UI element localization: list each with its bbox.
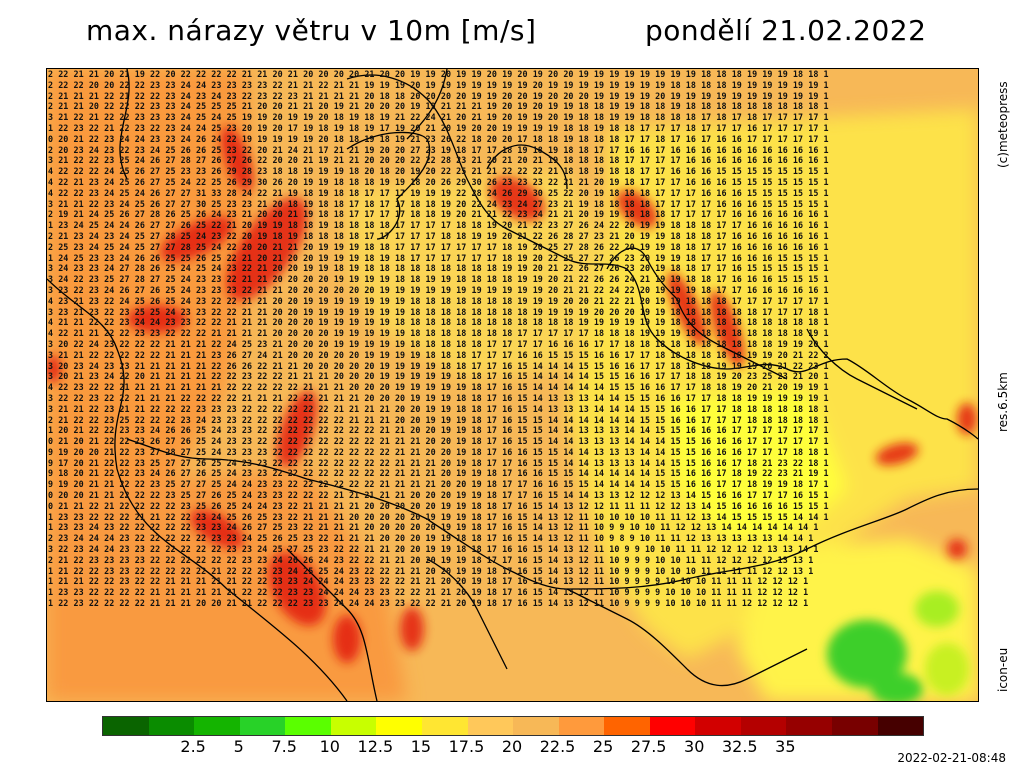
legend-tick: 20 — [501, 737, 523, 756]
legend-tick: 22.5 — [539, 737, 576, 756]
legend-tick: 7.5 — [271, 737, 297, 756]
legend-swatch — [421, 717, 468, 735]
legend-swatch — [649, 717, 696, 735]
legend-swatch — [330, 717, 377, 735]
copyright-label: (c)meteopress — [996, 81, 1010, 168]
color-legend — [102, 716, 924, 736]
legend-tick: 35 — [775, 737, 796, 756]
legend-swatch — [513, 717, 559, 735]
legend-tick: 5 — [233, 737, 244, 756]
legend-swatch — [695, 717, 741, 735]
legend-swatch — [285, 717, 331, 735]
legend-swatch — [832, 717, 878, 735]
legend-tick: 30 — [684, 737, 705, 756]
legend-swatch — [194, 717, 240, 735]
legend-swatch — [103, 717, 149, 735]
legend-swatch — [877, 717, 924, 735]
legend-tick: 27.5 — [630, 737, 667, 756]
legend-swatch — [558, 717, 605, 735]
map-title: max. nárazy větru v 10m [m/s] — [86, 14, 537, 47]
resolution-label: res.6.5km — [996, 372, 1010, 432]
map-date: pondělí 21.02.2022 — [645, 14, 927, 47]
legend-tick: 17.5 — [448, 737, 485, 756]
legend-swatch — [467, 717, 514, 735]
legend-swatch — [148, 717, 195, 735]
legend-tick: 15 — [410, 737, 432, 756]
legend-ticks: 2.5 5 7.5 10 12.5 15 17.5 20 22.5 25 27.5 30 32.5 35 — [102, 737, 922, 757]
legend-tick: 2.5 — [180, 737, 206, 756]
timestamp: 2022-02-21-08:48 — [897, 751, 1006, 765]
map-background — [47, 69, 978, 701]
legend-tick: 12.5 — [357, 737, 394, 756]
wind-gust-map: 2 22 21 21 20 21 19 22 20 22 22 22 22 21… — [46, 68, 979, 702]
legend-swatch — [239, 717, 286, 735]
legend-swatch — [740, 717, 787, 735]
legend-tick: 10 — [319, 737, 340, 756]
model-label: icon-eu — [996, 647, 1010, 692]
legend-swatch — [376, 717, 422, 735]
legend-tick: 25 — [592, 737, 614, 756]
legend-tick: 32.5 — [721, 737, 758, 756]
legend-swatch — [786, 717, 832, 735]
legend-swatch — [604, 717, 650, 735]
